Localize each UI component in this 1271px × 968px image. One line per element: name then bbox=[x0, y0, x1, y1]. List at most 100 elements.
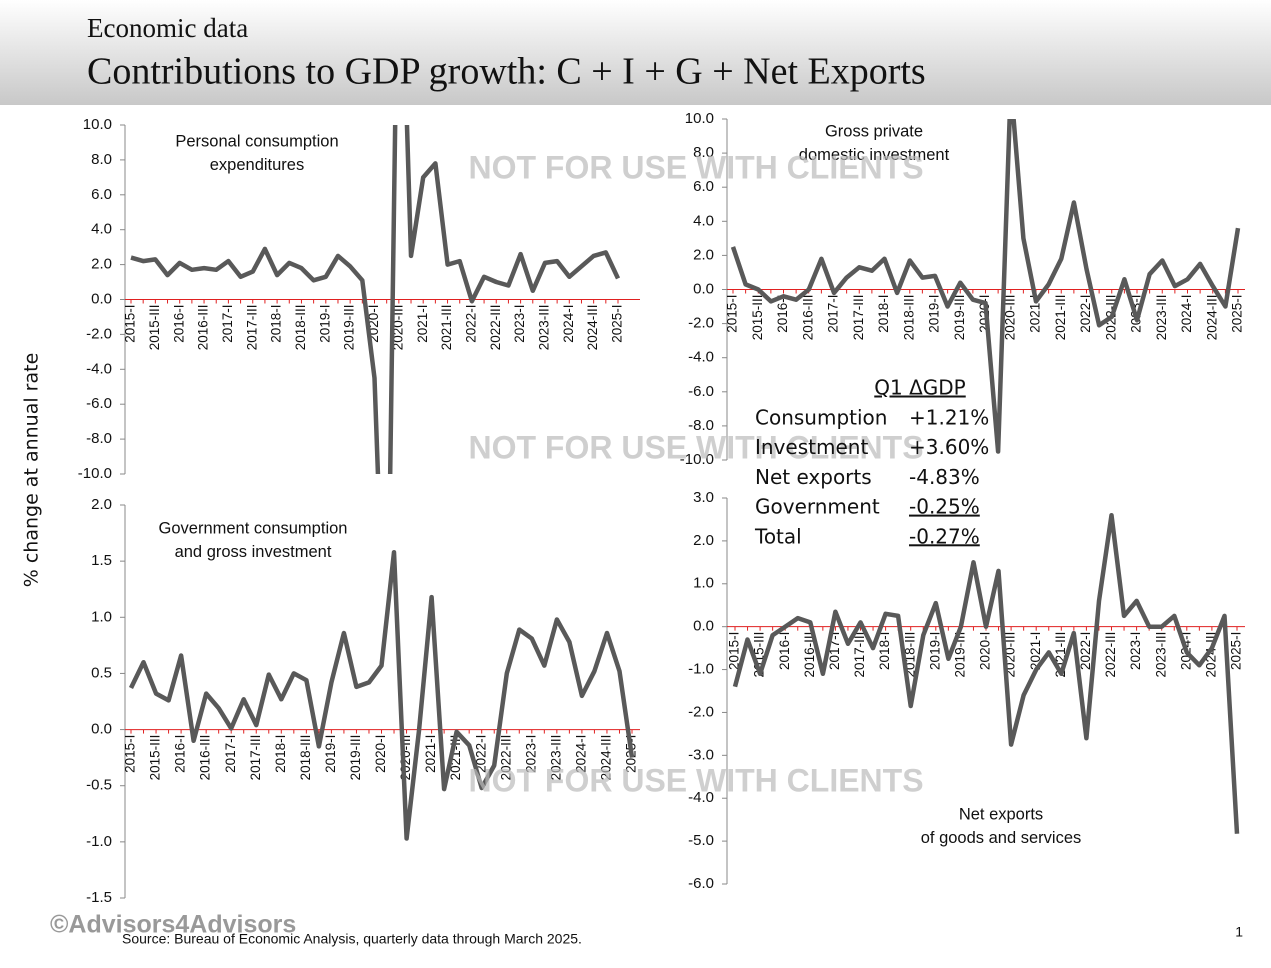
header-band bbox=[0, 0, 1271, 105]
summary-value: +1.21% bbox=[909, 406, 989, 430]
y-tick-label: -6.0 bbox=[86, 395, 112, 412]
chart-title: Gross private bbox=[825, 122, 923, 140]
y-tick-label: 8.0 bbox=[91, 151, 112, 168]
y-tick-label: -4.0 bbox=[86, 360, 112, 377]
y-tick-label: -5.0 bbox=[688, 832, 714, 849]
x-tick-label: 2017-III bbox=[851, 295, 866, 341]
x-tick-label: 2024-I bbox=[1179, 295, 1194, 333]
data-line bbox=[732, 512, 1240, 834]
x-tick-label: 2018-III bbox=[298, 735, 313, 781]
data-line bbox=[128, 549, 635, 841]
page-number: 1 bbox=[1235, 924, 1243, 940]
slide-title: Contributions to GDP growth: C + I + G +… bbox=[87, 51, 926, 93]
x-tick-label: 2017-I bbox=[220, 305, 235, 343]
y-tick-label: 2.0 bbox=[693, 532, 714, 549]
y-tick-label: 8.0 bbox=[693, 144, 714, 161]
y-tick-label: 0.0 bbox=[693, 618, 714, 635]
x-tick-label: 2019-III bbox=[952, 295, 967, 341]
x-tick-label: 2016-I bbox=[173, 735, 188, 773]
x-tick-label: 2022-I bbox=[473, 735, 488, 773]
watermark: NOT FOR USE WITH CLIENTS bbox=[468, 429, 923, 465]
summary-label: Consumption bbox=[755, 406, 887, 430]
x-tick-label: 2016-I bbox=[775, 295, 790, 333]
x-tick-label: 2023-III bbox=[548, 735, 563, 781]
watermark: NOT FOR USE WITH CLIENTS bbox=[468, 149, 923, 185]
chart-title: Government consumption bbox=[159, 519, 348, 537]
data-line bbox=[130, 125, 621, 474]
y-tick-label: 0.0 bbox=[91, 721, 112, 738]
chart-title: expenditures bbox=[210, 156, 304, 174]
chart-title: Net exports bbox=[959, 805, 1043, 823]
x-tick-label: 2016-I bbox=[777, 632, 792, 670]
x-tick-label: 2018-I bbox=[273, 735, 288, 773]
y-tick-label: -2.0 bbox=[688, 703, 714, 720]
chart-title: Personal consumption bbox=[175, 132, 338, 150]
y-tick-label: -1.0 bbox=[688, 661, 714, 678]
y-tick-label: -2.0 bbox=[86, 325, 112, 342]
x-tick-label: 2025-I bbox=[610, 305, 625, 343]
chart-title: domestic investment bbox=[799, 146, 950, 164]
charts: 10.0 8.0 6.0 4.0 2.0 0.0 -2.0 -4.0 -6.0 -8.0 -10.0… bbox=[78, 110, 1245, 906]
y-tick-label: 2.0 bbox=[91, 256, 112, 273]
y-tick-label: 3.0 bbox=[693, 489, 714, 506]
x-tick-label: 2018-I bbox=[269, 305, 284, 343]
x-tick-label: 2022-III bbox=[488, 305, 503, 351]
x-tick-label: 2017-III bbox=[852, 632, 867, 678]
x-tick-label: 2021-I bbox=[1028, 295, 1043, 333]
x-tick-label: 2017-III bbox=[244, 305, 259, 351]
y-tick-label: -0.5 bbox=[86, 777, 112, 794]
chart: 2.0 1.5 1.0 0.5 0.0 -0.5 -1.0 -1.5 2015-I 2015-II… bbox=[86, 496, 640, 906]
chart: 10.0 8.0 6.0 4.0 2.0 0.0 -2.0 -4.0 -6.0 -8.0 -10.0… bbox=[680, 110, 1245, 468]
y-tick-label: -3.0 bbox=[688, 746, 714, 763]
summary-label: Investment bbox=[755, 435, 868, 459]
x-tick-label: 2016-III bbox=[196, 305, 211, 351]
y-tick-label: 4.0 bbox=[91, 221, 112, 238]
x-tick-label: 2015-I bbox=[725, 295, 740, 333]
source: Source: Bureau of Economic Analysis, qua… bbox=[122, 931, 582, 947]
y-tick-label: 6.0 bbox=[693, 178, 714, 195]
y-tick-label: -10.0 bbox=[680, 451, 714, 468]
y-tick-label: 0.0 bbox=[91, 290, 112, 307]
x-tick-label: 2021-III bbox=[1053, 295, 1068, 341]
y-tick-label: 10.0 bbox=[685, 110, 714, 127]
x-tick-label: 2025-I bbox=[1229, 632, 1244, 670]
x-tick-label: 2021-I bbox=[415, 305, 430, 343]
y-tick-label: 4.0 bbox=[693, 212, 714, 229]
copyright: ©Advisors4Advisors bbox=[50, 911, 296, 939]
summary-value: -4.83% bbox=[909, 465, 980, 489]
summary-table: Q1 ΔGDP Consumption +1.21% Investment +3.60… bbox=[754, 376, 989, 549]
x-tick-label: 2015-III bbox=[148, 735, 163, 781]
y-tick-label: -6.0 bbox=[688, 875, 714, 892]
y-tick-label: 6.0 bbox=[91, 186, 112, 203]
x-tick-label: 2015-III bbox=[147, 305, 162, 351]
x-tick-label: 2022-I bbox=[463, 305, 478, 343]
x-tick-label: 2016-I bbox=[171, 305, 186, 343]
x-tick-label: 2018-I bbox=[876, 295, 891, 333]
summary-value: -0.25% bbox=[909, 495, 980, 519]
summary-label: Net exports bbox=[755, 465, 872, 489]
chart: 10.0 8.0 6.0 4.0 2.0 0.0 -2.0 -4.0 -6.0 -8.0 -10.0… bbox=[78, 116, 640, 482]
y-tick-label: -2.0 bbox=[688, 315, 714, 332]
data-line bbox=[730, 119, 1241, 454]
x-tick-label: 2020-I bbox=[373, 735, 388, 773]
x-tick-label: 2017-I bbox=[223, 735, 238, 773]
x-tick-label: 2025-I bbox=[1230, 295, 1245, 333]
x-tick-label: 2015-I bbox=[727, 632, 742, 670]
y-tick-label: -10.0 bbox=[78, 465, 112, 482]
y-tick-label: 2.0 bbox=[91, 496, 112, 513]
x-tick-label: 2023-III bbox=[1154, 295, 1169, 341]
x-tick-label: 2022-I bbox=[1078, 632, 1093, 670]
x-tick-label: 2016-III bbox=[198, 735, 213, 781]
x-tick-label: 2019-I bbox=[317, 305, 332, 343]
x-tick-label: 2020-III bbox=[1002, 295, 1017, 341]
x-tick-label: 2023-I bbox=[1128, 632, 1143, 670]
chart: 3.0 2.0 1.0 0.0 -1.0 -2.0 -3.0 -4.0 -5.0 -6.0 2015… bbox=[688, 489, 1245, 892]
x-tick-label: 2021-I bbox=[423, 735, 438, 773]
chart-title: and gross investment bbox=[175, 543, 332, 561]
x-tick-label: 2021-III bbox=[439, 305, 454, 351]
x-tick-label: 2016-III bbox=[800, 295, 815, 341]
y-tick-label: 0.0 bbox=[693, 280, 714, 297]
y-tick-label: -4.0 bbox=[688, 349, 714, 366]
x-tick-label: 2017-III bbox=[248, 735, 263, 781]
